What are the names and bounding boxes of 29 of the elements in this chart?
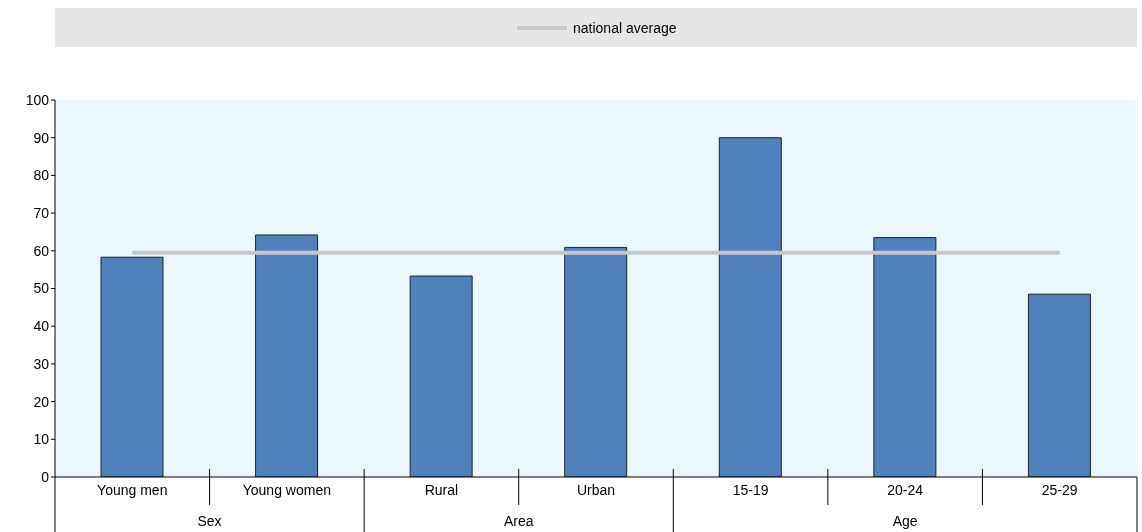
y-tick-label: 70	[33, 205, 50, 222]
bar	[1027, 293, 1091, 477]
x-tick-label: Young men	[97, 481, 168, 498]
bar	[718, 137, 782, 477]
x-tick-label: 25-29	[1041, 481, 1078, 498]
text: Age	[892, 513, 918, 529]
y-tick-label: 20	[33, 393, 50, 410]
text: Area	[503, 513, 534, 529]
y-tick-label: 60	[33, 242, 50, 259]
text: Sex	[197, 513, 222, 529]
legend-label: national average	[573, 20, 677, 36]
y-tick-label: 100	[25, 91, 50, 108]
bar	[873, 237, 937, 477]
y-tick-label: 30	[33, 355, 50, 372]
bar	[255, 234, 319, 477]
y-tick-label: 90	[33, 129, 50, 146]
x-tick-label: 15-19	[732, 481, 769, 498]
y-tick-label: 80	[33, 167, 50, 184]
y-tick-label: 0	[41, 468, 50, 485]
y-tick-label: 50	[33, 280, 50, 297]
x-tick-label: Young women	[242, 481, 331, 498]
x-tick-label: Rural	[424, 481, 459, 498]
x-tick-label: 20-24	[887, 481, 924, 498]
y-tick-label: 40	[33, 318, 50, 335]
x-tick-label: Urban	[576, 481, 616, 498]
bar	[100, 256, 164, 477]
bar	[564, 246, 628, 477]
y-tick-label: 10	[33, 431, 50, 448]
bar	[409, 275, 473, 477]
